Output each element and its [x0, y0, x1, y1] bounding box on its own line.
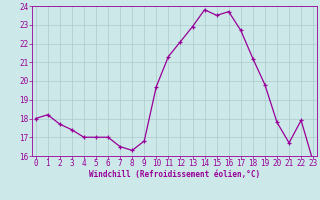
X-axis label: Windchill (Refroidissement éolien,°C): Windchill (Refroidissement éolien,°C): [89, 170, 260, 179]
